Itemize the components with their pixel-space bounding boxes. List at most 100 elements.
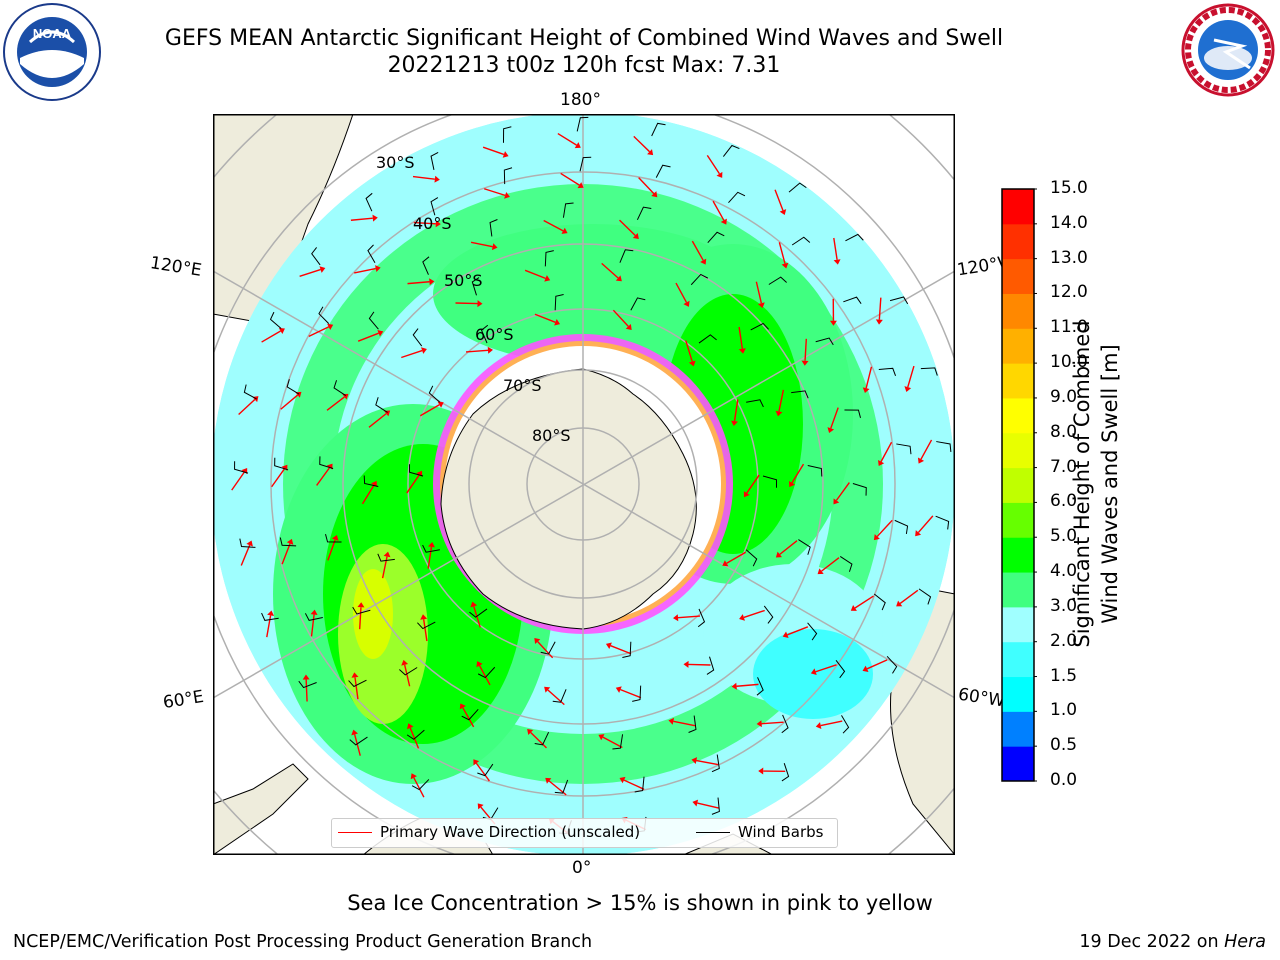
footer-machine: Hera <box>1224 932 1266 952</box>
wind-barb <box>781 714 789 734</box>
wind-barb <box>935 515 950 530</box>
wave-arrow-shaft <box>880 441 893 462</box>
wave-arrow-shaft <box>899 589 919 604</box>
wave-arrow-shaft <box>726 551 747 564</box>
wave-arrow-head <box>817 568 824 575</box>
wind-barb <box>655 164 671 178</box>
wind-barb <box>375 397 388 413</box>
wave-arrow-shaft <box>675 282 688 303</box>
wave-arrow-shaft <box>547 689 565 706</box>
wind-barb <box>781 763 790 782</box>
colorbar-frame <box>1001 188 1035 782</box>
wave-arrow-shaft <box>677 615 701 619</box>
wave-arrow-shaft <box>299 268 321 277</box>
wave-arrow-shaft <box>920 439 933 460</box>
wind-barb <box>815 337 834 346</box>
wave-arrow-head <box>477 803 484 810</box>
wave-arrow-shaft <box>638 177 655 195</box>
lon-label-180: 180° <box>560 90 601 110</box>
wave-arrow-shaft <box>473 606 481 628</box>
wind-barb <box>576 116 589 132</box>
wave-arrow-shaft <box>422 619 428 642</box>
colorbar-segment <box>1002 467 1034 503</box>
wind-barb <box>894 519 909 535</box>
wave-arrow-head <box>286 538 294 545</box>
lon-label-120w: 120°W <box>955 253 1005 281</box>
wave-arrow-shaft <box>475 762 490 782</box>
wave-arrow-head <box>673 614 679 622</box>
wind-barb <box>728 191 746 204</box>
wind-barb <box>852 483 867 496</box>
wave-arrow-shaft <box>326 396 345 411</box>
legend-item-wind-barbs: Wind Barbs <box>696 823 823 841</box>
wind-barb <box>630 297 646 311</box>
noaa-logo: NOAA <box>3 3 101 101</box>
nws-logo <box>1181 3 1275 97</box>
wave-arrow-shaft <box>455 302 478 305</box>
wind-barb <box>477 666 496 679</box>
wave-arrow-head <box>342 393 349 400</box>
wind-barb <box>706 656 715 675</box>
wave-arrow-head <box>700 258 707 265</box>
wind-barb <box>352 606 371 615</box>
wind-barb <box>367 244 376 263</box>
wave-arrow-shaft <box>401 349 423 359</box>
wind-barb <box>304 613 323 621</box>
colorbar-tick-label: 12.0 <box>1050 282 1088 303</box>
wave-arrow-head <box>862 665 869 673</box>
wave-arrow-head <box>310 609 318 615</box>
wave-arrow-head <box>487 346 493 354</box>
wind-barb <box>503 167 513 185</box>
wave-arrow-head <box>319 266 326 273</box>
wave-arrow-head <box>384 410 391 417</box>
legend-item-wave-direction: Primary Wave Direction (unscaled) <box>338 823 640 841</box>
wave-arrow-shaft <box>524 269 546 280</box>
wave-arrow-head <box>545 777 552 784</box>
wave-arrow-shaft <box>361 484 375 505</box>
footer-date-text: 19 Dec 2022 on <box>1079 932 1225 952</box>
wave-arrow-head <box>873 534 880 541</box>
sea-ice-note: Sea Ice Concentration > 15% is shown in … <box>347 891 933 915</box>
wave-arrow-shaft <box>261 330 281 343</box>
wave-arrow-shaft <box>354 677 359 700</box>
wave-arrow-head <box>502 151 509 158</box>
wave-arrow-head <box>738 348 746 354</box>
wave-arrow-shaft <box>610 645 632 655</box>
wave-arrow-head <box>862 387 870 394</box>
colorbar-segment <box>1002 572 1034 608</box>
wind-barb <box>632 685 642 702</box>
wind-barb <box>411 779 430 791</box>
wind-barb <box>878 367 897 376</box>
wave-arrow-shaft <box>413 777 425 798</box>
wind-barb <box>243 384 257 400</box>
wind-barb <box>311 247 321 266</box>
legend-label-wave-direction: Primary Wave Direction (unscaled) <box>380 823 641 841</box>
wave-arrow-head <box>683 660 689 668</box>
wave-arrow-shaft <box>835 482 850 501</box>
wave-arrow-head <box>651 191 658 198</box>
wave-arrow-head <box>267 610 275 617</box>
wind-barb <box>279 537 297 547</box>
wave-arrow-head <box>278 327 285 334</box>
wave-arrow-head <box>683 300 690 307</box>
map-legend: Primary Wave Direction (unscaled) Wind B… <box>331 818 838 848</box>
wind-barb <box>873 593 886 611</box>
wave-arrow-head <box>605 642 612 649</box>
wave-arrow-head <box>331 534 339 541</box>
wind-barb <box>502 126 512 143</box>
legend-black-line <box>696 832 730 833</box>
wave-arrow-head <box>632 232 639 239</box>
wave-arrow-head <box>401 659 409 666</box>
colorbar-tick-label: 11.0 <box>1050 317 1088 338</box>
wind-barb <box>422 256 430 275</box>
wind-barb <box>763 605 774 624</box>
wave-arrow-head <box>372 214 378 222</box>
wave-arrow-head <box>375 265 381 273</box>
wind-barb <box>540 641 556 655</box>
colorbar-segment <box>1002 676 1034 712</box>
wind-barb <box>325 533 342 543</box>
wave-arrow-head <box>574 142 581 149</box>
wave-arrow-head <box>619 776 626 784</box>
wind-barb <box>554 294 564 311</box>
wave-arrow-head <box>615 275 622 282</box>
